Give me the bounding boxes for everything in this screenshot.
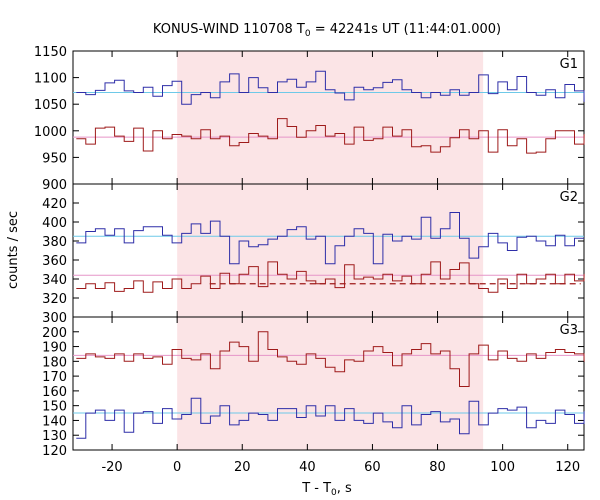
panel-frame: [72, 316, 585, 451]
y-tick-label: 140: [42, 414, 67, 429]
y-tick-label: 420: [42, 197, 67, 212]
y-tick-label: 190: [42, 341, 67, 356]
x-tick-label: 0: [173, 460, 181, 475]
panel-g2: 300 320 340 360 380 400 420 G2: [42, 183, 585, 326]
y-tick-label: 1150: [34, 45, 67, 60]
panel-label: G1: [560, 57, 578, 72]
y-tick-label: 340: [42, 273, 67, 288]
x-tick-label: 60: [364, 460, 381, 475]
panel-label: G3: [560, 323, 578, 338]
x-tick-label: 80: [429, 460, 446, 475]
y-tick-label: 200: [42, 326, 67, 341]
x-tick-label: 100: [490, 460, 515, 475]
y-tick-label: 950: [42, 151, 67, 166]
y-tick-label: 180: [42, 355, 67, 370]
y-axis-label: counts / sec: [6, 211, 21, 289]
y-tick-label: 130: [42, 429, 67, 444]
y-tick-label: 400: [42, 216, 67, 231]
y-tick-label: 300: [42, 311, 67, 326]
x-tick-label: 120: [555, 460, 580, 475]
y-tick-label: 170: [42, 370, 67, 385]
x-tick-label: 20: [234, 460, 251, 475]
chart-title: KONUS-WIND 110708 T0 = 42241s UT (11:44:…: [153, 22, 501, 39]
y-tick-label: 1100: [34, 72, 67, 87]
y-tick-label: 150: [42, 400, 67, 415]
y-tick-label: 1000: [34, 125, 67, 140]
series-red-line: [76, 331, 585, 387]
y-tick-label: 320: [42, 292, 67, 307]
series-red-line: [76, 261, 585, 293]
series-blue-line: [76, 397, 585, 439]
shaded-interval: [177, 51, 484, 450]
y-tick-label: 1050: [34, 98, 67, 113]
series-red-line: [76, 118, 585, 154]
series-blue-line: [76, 70, 585, 105]
y-tick-label: 380: [42, 235, 67, 250]
x-axis-label: T - T0, s: [301, 481, 352, 498]
panel-label: G2: [560, 190, 578, 205]
series-blue-line: [76, 212, 585, 265]
y-tick-label: 360: [42, 254, 67, 269]
y-tick-label: 160: [42, 385, 67, 400]
x-tick-label: -20: [101, 460, 122, 475]
x-tick-label: 40: [299, 460, 316, 475]
y-tick-label: 900: [42, 178, 67, 193]
y-tick-label: 120: [42, 444, 67, 459]
